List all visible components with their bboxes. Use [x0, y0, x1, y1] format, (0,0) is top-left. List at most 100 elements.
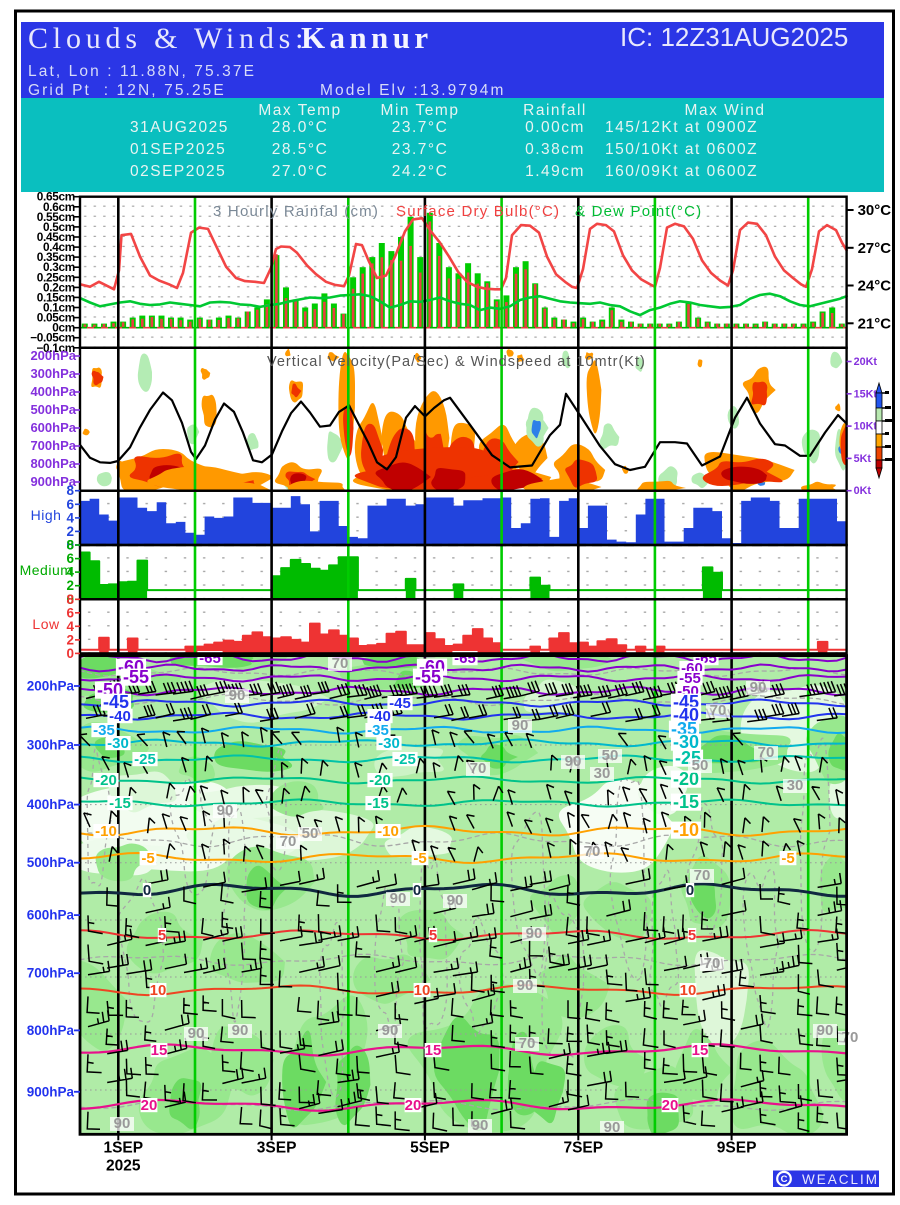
svg-text:70: 70 [758, 744, 775, 761]
svg-text:90: 90 [188, 1025, 205, 1042]
svg-text:90: 90 [390, 890, 407, 907]
svg-text:31AUG2025: 31AUG2025 [130, 119, 229, 136]
svg-text:30: 30 [594, 765, 611, 782]
svg-text:90: 90 [472, 1117, 489, 1134]
svg-text:70: 70 [710, 702, 727, 719]
svg-text:23.7°C: 23.7°C [392, 141, 449, 158]
svg-text:0: 0 [143, 882, 151, 899]
svg-text:01SEP2025: 01SEP2025 [130, 141, 226, 158]
svg-text:-40: -40 [109, 708, 131, 725]
svg-text:20: 20 [141, 1097, 158, 1114]
svg-text:-20: -20 [673, 769, 699, 789]
svg-text:6: 6 [66, 551, 74, 566]
svg-text:300hPa: 300hPa [27, 738, 75, 753]
svg-text:20: 20 [662, 1097, 679, 1114]
svg-text:30°C: 30°C [858, 202, 892, 219]
svg-text:Vertical Velocity(Pa/Sec) & Wi: Vertical Velocity(Pa/Sec) & Windspeed at… [267, 354, 646, 370]
svg-text:400hPa: 400hPa [30, 384, 76, 399]
svg-text:0Kt: 0Kt [854, 485, 872, 497]
svg-text:0.65cm: 0.65cm [37, 190, 75, 204]
svg-text:02SEP2025: 02SEP2025 [130, 163, 226, 180]
svg-text:90: 90 [217, 802, 234, 819]
svg-text:0.38cm: 0.38cm [525, 141, 585, 158]
svg-text:5SEP: 5SEP [410, 1139, 450, 1156]
svg-text:700hPa: 700hPa [30, 438, 76, 453]
svg-text:50: 50 [602, 747, 619, 764]
svg-text:28.0°C: 28.0°C [272, 119, 329, 136]
svg-text:0: 0 [413, 882, 421, 899]
svg-text:-40: -40 [673, 705, 699, 725]
svg-text:700hPa: 700hPa [27, 966, 75, 981]
svg-text:-15: -15 [109, 795, 131, 812]
svg-text:-10: -10 [95, 823, 117, 840]
svg-text:-15: -15 [673, 792, 699, 812]
svg-text:−0.05cm: −0.05cm [30, 331, 75, 345]
svg-text:10: 10 [680, 982, 697, 999]
svg-text:10: 10 [150, 982, 167, 999]
svg-text:90: 90 [512, 717, 529, 734]
svg-text:5: 5 [429, 927, 437, 944]
svg-text:IC: 12Z31AUG2025: IC: 12Z31AUG2025 [620, 22, 848, 52]
svg-text:0.00cm: 0.00cm [525, 119, 585, 136]
svg-text:2025: 2025 [106, 1157, 141, 1174]
svg-text:20Kt: 20Kt [854, 356, 878, 368]
svg-text:7SEP: 7SEP [563, 1139, 603, 1156]
svg-text:Clouds & Winds:: Clouds & Winds: [28, 22, 308, 55]
svg-text:-10: -10 [673, 820, 699, 840]
svg-text:1SEP: 1SEP [103, 1139, 143, 1156]
svg-text:145/12Kt at 0900Z: 145/12Kt at 0900Z [605, 119, 758, 136]
svg-text:400hPa: 400hPa [27, 797, 75, 812]
svg-text:Model Elv :13.9794m: Model Elv :13.9794m [320, 82, 506, 99]
svg-text:-45: -45 [103, 692, 129, 712]
svg-text:70: 70 [584, 843, 601, 860]
svg-text:-30: -30 [107, 735, 129, 752]
svg-text:-5: -5 [413, 850, 426, 867]
svg-text:-25: -25 [394, 751, 416, 768]
svg-text:Rainfall: Rainfall [523, 102, 587, 119]
svg-text:70: 70 [694, 867, 711, 884]
svg-text:0.15cm: 0.15cm [37, 290, 75, 304]
svg-text:200hPa: 200hPa [30, 348, 76, 363]
svg-text:50: 50 [692, 757, 709, 774]
svg-text:27.0°C: 27.0°C [272, 163, 329, 180]
svg-text:2: 2 [66, 524, 74, 539]
svg-text:Grid Pt : 12N, 75.25E: Grid Pt : 12N, 75.25E [28, 82, 226, 99]
svg-text:-30: -30 [378, 735, 400, 752]
svg-text:90: 90 [750, 679, 767, 696]
svg-text:-30: -30 [673, 732, 699, 752]
svg-text:1.49cm: 1.49cm [525, 163, 585, 180]
svg-text:0.05cm: 0.05cm [37, 311, 75, 325]
svg-text:0.35cm: 0.35cm [37, 250, 75, 264]
svg-text:0.45cm: 0.45cm [37, 230, 75, 244]
svg-text:23.7°C: 23.7°C [392, 119, 449, 136]
svg-text:5: 5 [158, 927, 166, 944]
svg-text:0.3cm: 0.3cm [43, 260, 75, 274]
svg-text:-5: -5 [141, 850, 154, 867]
svg-text:High: High [31, 507, 62, 523]
svg-text:Surface Dry Bulb(°C): Surface Dry Bulb(°C) [396, 203, 560, 220]
svg-text:150/10Kt at 0600Z: 150/10Kt at 0600Z [605, 141, 758, 158]
svg-text:50: 50 [302, 825, 319, 842]
svg-text:0.5cm: 0.5cm [43, 220, 75, 234]
svg-text:21°C: 21°C [858, 315, 892, 332]
svg-text:-20: -20 [95, 772, 117, 789]
svg-text:WEACLIM: WEACLIM [802, 1172, 879, 1187]
svg-text:0.55cm: 0.55cm [37, 210, 75, 224]
svg-text:8: 8 [66, 592, 74, 607]
svg-text:20: 20 [405, 1097, 422, 1114]
svg-text:0: 0 [66, 646, 74, 661]
svg-text:2: 2 [66, 632, 74, 647]
svg-text:Min Temp: Min Temp [381, 102, 460, 119]
svg-text:0.6cm: 0.6cm [43, 200, 75, 214]
svg-text:-5: -5 [781, 850, 794, 867]
svg-text:15: 15 [151, 1042, 168, 1059]
svg-text:0.25cm: 0.25cm [37, 270, 75, 284]
svg-text:70: 70 [280, 833, 297, 850]
svg-text:5: 5 [688, 927, 696, 944]
svg-text:600hPa: 600hPa [30, 420, 76, 435]
svg-text:-55: -55 [415, 667, 441, 687]
svg-text:−0.1cm: −0.1cm [36, 341, 75, 355]
svg-text:200hPa: 200hPa [27, 679, 75, 694]
svg-text:Max Wind: Max Wind [685, 102, 766, 119]
svg-text:90: 90 [232, 1022, 249, 1039]
